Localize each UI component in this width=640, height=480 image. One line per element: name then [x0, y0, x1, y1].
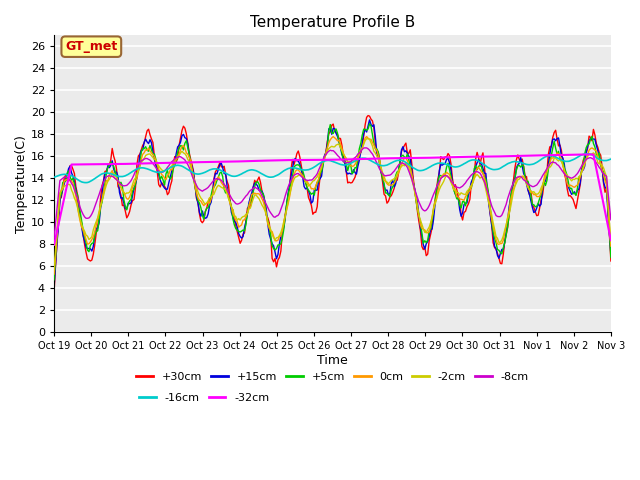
Title: Temperature Profile B: Temperature Profile B [250, 15, 415, 30]
Legend: -16cm, -32cm: -16cm, -32cm [135, 388, 274, 407]
X-axis label: Time: Time [317, 354, 348, 367]
Y-axis label: Temperature(C): Temperature(C) [15, 135, 28, 233]
Text: GT_met: GT_met [65, 40, 118, 53]
